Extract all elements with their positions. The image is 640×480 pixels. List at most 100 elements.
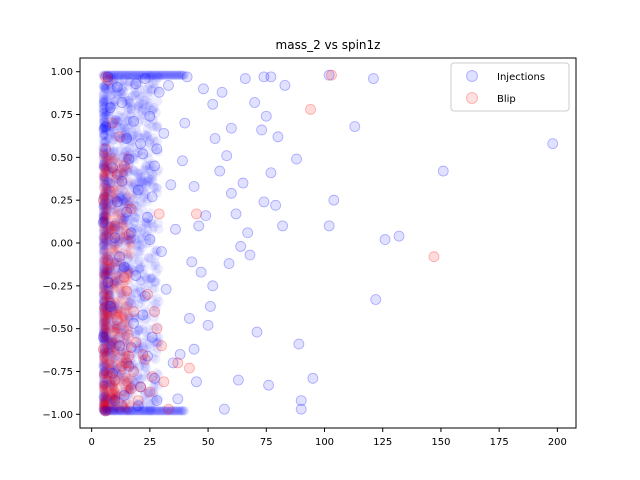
background-density-point — [128, 209, 138, 219]
background-density-point — [130, 328, 141, 339]
background-density-point — [105, 289, 116, 300]
background-density-point — [110, 262, 121, 272]
background-density-point — [101, 331, 112, 341]
background-density-point — [102, 402, 112, 412]
background-density-point — [122, 166, 133, 177]
background-density-point — [107, 398, 118, 409]
background-density-point — [110, 131, 120, 142]
background-density-point — [145, 208, 156, 218]
background-density-point — [109, 164, 120, 175]
background-density-point — [107, 397, 117, 407]
background-density-point — [120, 283, 131, 293]
background-density-point — [102, 374, 112, 385]
background-density-point — [98, 370, 108, 380]
background-density-point — [105, 343, 116, 353]
background-density-point — [120, 317, 130, 328]
background-density-point — [100, 292, 111, 302]
background-density-point — [124, 158, 135, 168]
background-density-point — [98, 288, 108, 298]
background-density-point — [153, 218, 163, 229]
background-density-point — [102, 226, 112, 236]
background-density-point — [113, 304, 123, 314]
point-injections — [256, 124, 268, 136]
background-density-point — [106, 375, 116, 385]
background-density-point — [99, 352, 109, 363]
background-density-point — [101, 358, 112, 369]
background-density-point — [118, 406, 128, 416]
background-density-point — [130, 149, 141, 160]
background-density-point — [98, 99, 109, 110]
point-injections — [160, 283, 172, 295]
background-density-point — [109, 145, 119, 156]
background-density-point — [100, 369, 111, 380]
background-density-point — [124, 302, 134, 312]
background-density-point — [134, 256, 144, 266]
background-density-point — [117, 218, 127, 229]
background-density-point — [104, 221, 115, 232]
background-density-point — [115, 406, 125, 416]
background-density-point — [119, 375, 129, 386]
legend: Injections Blip — [450, 62, 570, 112]
background-density-point — [153, 321, 163, 332]
point-injections — [295, 403, 307, 415]
background-density-point — [112, 209, 122, 219]
background-density-point — [99, 361, 110, 371]
background-density-point — [109, 193, 119, 203]
background-density-point — [124, 310, 134, 321]
background-density-point — [155, 406, 166, 416]
background-density-point — [98, 191, 109, 202]
background-density-point — [123, 290, 133, 300]
background-density-point — [136, 239, 147, 250]
background-density-point — [128, 406, 138, 416]
background-density-point — [125, 104, 136, 115]
background-density-point — [109, 309, 119, 319]
background-density-point — [149, 284, 160, 294]
background-density-point — [99, 405, 109, 415]
background-density-point — [100, 157, 110, 168]
background-density-point — [106, 379, 116, 389]
background-density-point — [99, 225, 109, 235]
background-density-point — [101, 110, 111, 120]
background-density-point — [115, 257, 126, 268]
background-density-point — [126, 293, 137, 304]
point-injections — [437, 165, 449, 177]
background-density-point — [144, 332, 154, 343]
background-density-point — [111, 256, 121, 267]
background-density-point — [129, 200, 139, 211]
background-density-point — [98, 169, 109, 179]
background-density-point — [129, 154, 140, 165]
background-density-point — [107, 302, 118, 313]
background-density-point — [134, 84, 145, 95]
y-tick-label: 1.00 — [51, 67, 73, 78]
background-density-point — [109, 155, 119, 165]
background-density-point — [122, 123, 133, 134]
background-density-point — [108, 215, 118, 225]
background-density-point — [110, 353, 120, 363]
background-density-point — [99, 82, 109, 93]
background-density-point — [176, 406, 187, 416]
background-density-point — [103, 232, 114, 242]
background-density-point — [108, 374, 118, 384]
background-density-point — [98, 247, 109, 258]
background-density-point — [102, 229, 112, 240]
background-density-point — [102, 290, 113, 300]
background-density-point — [119, 122, 129, 133]
background-density-point — [105, 380, 116, 390]
background-density-point — [111, 230, 121, 240]
background-density-point — [141, 397, 151, 407]
background-density-point — [125, 154, 135, 164]
legend-frame — [450, 62, 570, 112]
background-density-point — [120, 387, 131, 397]
background-density-point — [142, 132, 153, 143]
background-density-point — [149, 323, 159, 334]
background-density-point — [111, 232, 122, 243]
background-density-point — [99, 306, 109, 316]
background-density-point — [103, 248, 113, 258]
y-tick-label: −0.50 — [42, 324, 73, 335]
background-density-point — [119, 323, 130, 334]
point-injections — [128, 318, 139, 329]
background-density-point — [126, 226, 136, 237]
background-density-point — [99, 238, 109, 248]
background-density-point — [119, 387, 129, 397]
background-density-point — [121, 377, 131, 387]
